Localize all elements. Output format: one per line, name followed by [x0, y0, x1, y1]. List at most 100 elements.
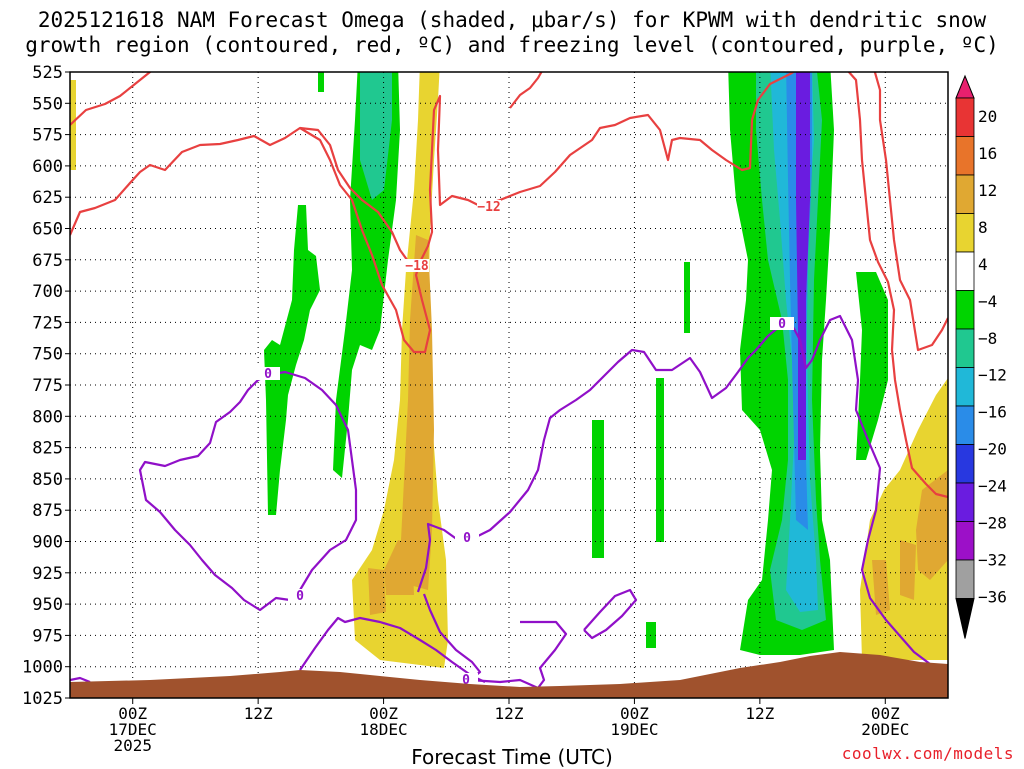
x-tick-label-42-0: 12Z	[495, 704, 524, 723]
colorbar-swatch-6	[955, 290, 975, 330]
colorbar-swatch-1	[955, 97, 975, 137]
omega-region-green	[264, 205, 320, 515]
x-tick-label-6-2: 2025	[113, 736, 152, 755]
colorbar-label-4: 4	[978, 255, 988, 274]
x-tick-label-78-0: 00Z	[871, 704, 900, 723]
dendritic-contour-far-right	[873, 72, 948, 352]
colorbar-label-12: −32	[978, 551, 1007, 570]
colorbar-label-13: −36	[978, 588, 1007, 607]
colorbar-swatch-9	[955, 405, 975, 445]
colorbar-swatch-2	[955, 136, 975, 176]
y-tick-label-850: 850	[32, 470, 63, 490]
omega-region-orange	[400, 235, 434, 590]
omega-region-orange	[384, 540, 414, 595]
colorbar-swatch-10	[955, 444, 975, 484]
omega-region-green	[656, 378, 664, 542]
x-tick-label-30-0: 00Z	[369, 704, 398, 723]
contour-label-zero-d: 0	[462, 673, 470, 688]
y-tick-label-875: 875	[32, 501, 63, 521]
x-axis-label: Forecast Time (UTC)	[411, 745, 613, 769]
y-tick-label-950: 950	[32, 595, 63, 615]
colorbar-swatch-5	[955, 251, 975, 291]
dendritic-contour-upper-mid	[509, 72, 543, 109]
omega-region-orange	[872, 560, 890, 615]
y-tick-label-625: 625	[32, 188, 63, 208]
colorbar-swatch-7	[955, 328, 975, 368]
y-tick-label-550: 550	[32, 94, 63, 114]
terrain-surface	[70, 652, 948, 698]
freezing-level-contour-left	[138, 370, 358, 612]
dendritic-contour-upper-left	[70, 72, 152, 126]
y-tick-label-825: 825	[32, 439, 63, 459]
x-tick-label-54-0: 00Z	[620, 704, 649, 723]
colorbar-swatch-13	[955, 559, 975, 599]
omega-region-green	[856, 272, 888, 460]
y-tick-label-575: 575	[32, 126, 63, 146]
colorbar-label-7: −12	[978, 366, 1007, 385]
y-tick-label-525: 525	[32, 63, 63, 83]
omega-region-green	[592, 420, 604, 558]
y-tick-label-775: 775	[32, 376, 63, 396]
freezing-level-contour-edge	[70, 676, 91, 684]
y-tick-label-750: 750	[32, 345, 63, 365]
omega-region-orange	[916, 470, 948, 580]
freezing-level-contour-main	[416, 314, 931, 665]
contour-label-minus-12: −12	[477, 200, 500, 215]
contour-label-zero-a-bg	[256, 367, 280, 380]
omega-region-purple	[796, 72, 810, 460]
chart-title-line-2: growth region (contoured, red, ºC) and f…	[25, 33, 999, 57]
y-tick-label-900: 900	[32, 533, 63, 553]
chart-title-line-1: 2025121618 NAM Forecast Omega (shaded, μ…	[37, 8, 987, 32]
contour-label-minus-18: −18	[405, 259, 429, 274]
contour-label-minus-18-bg	[405, 259, 429, 272]
x-tick-label-18-0: 12Z	[244, 704, 273, 723]
y-tick-label-725: 725	[32, 313, 63, 333]
colorbar-bottom-arrow	[955, 598, 975, 639]
dendritic-contour-minus-12	[70, 72, 796, 266]
colorbar-label-10: −24	[978, 477, 1007, 496]
colorbar-label-11: −28	[978, 514, 1007, 533]
omega-region-orange	[368, 568, 386, 615]
x-tick-label-6-0: 00Z	[118, 704, 147, 723]
colorbar-swatch-4	[955, 213, 975, 253]
freezing-level-contour-mid	[422, 593, 568, 690]
colorbar-label-2: 12	[978, 181, 997, 200]
y-tick-label-600: 600	[32, 157, 63, 177]
colorbar-label-5: −4	[978, 292, 997, 311]
dendritic-contour-right	[847, 72, 948, 499]
y-tick-label-1025: 1025	[22, 689, 63, 709]
site-credit: coolwx.com/models	[841, 744, 1014, 763]
y-tick-label-1000: 1000	[22, 658, 63, 678]
freezing-level-contour-island	[583, 588, 638, 640]
colorbar-label-6: −8	[978, 329, 997, 348]
colorbar-swatch-12	[955, 521, 975, 561]
contour-label-zero-e: 0	[778, 317, 786, 332]
y-tick-label-650: 650	[32, 220, 63, 240]
x-tick-label-78-1: 20DEC	[861, 720, 909, 739]
y-tick-label-975: 975	[32, 626, 63, 646]
y-tick-label-700: 700	[32, 282, 63, 302]
contour-label-zero-c: 0	[463, 531, 471, 546]
dendritic-contour-minus-18	[299, 127, 432, 354]
colorbar-label-3: 8	[978, 218, 988, 237]
contour-label-zero-d-bg	[454, 673, 478, 686]
contour-label-zero-b: 0	[296, 589, 304, 604]
colorbar-top-arrow	[955, 74, 975, 99]
colorbar-swatch-8	[955, 367, 975, 407]
colorbar-label-1: 16	[978, 144, 997, 163]
contour-label-zero-c-bg	[455, 531, 479, 544]
colorbar-swatch-3	[955, 174, 975, 214]
omega-region-green	[684, 262, 690, 333]
contour-label-zero-b-bg	[288, 589, 312, 602]
x-tick-label-66-0: 12Z	[745, 704, 774, 723]
x-tick-label-6-1: 17DEC	[109, 720, 157, 739]
y-tick-label-675: 675	[32, 251, 63, 271]
y-tick-label-925: 925	[32, 564, 63, 584]
omega-region-yellow	[70, 80, 76, 170]
contour-label-zero-a: 0	[264, 367, 272, 382]
omega-region-green	[318, 72, 324, 92]
freezing-level-contour-lower	[299, 616, 486, 683]
colorbar-label-0: 20	[978, 107, 997, 126]
colorbar-swatch-11	[955, 482, 975, 522]
